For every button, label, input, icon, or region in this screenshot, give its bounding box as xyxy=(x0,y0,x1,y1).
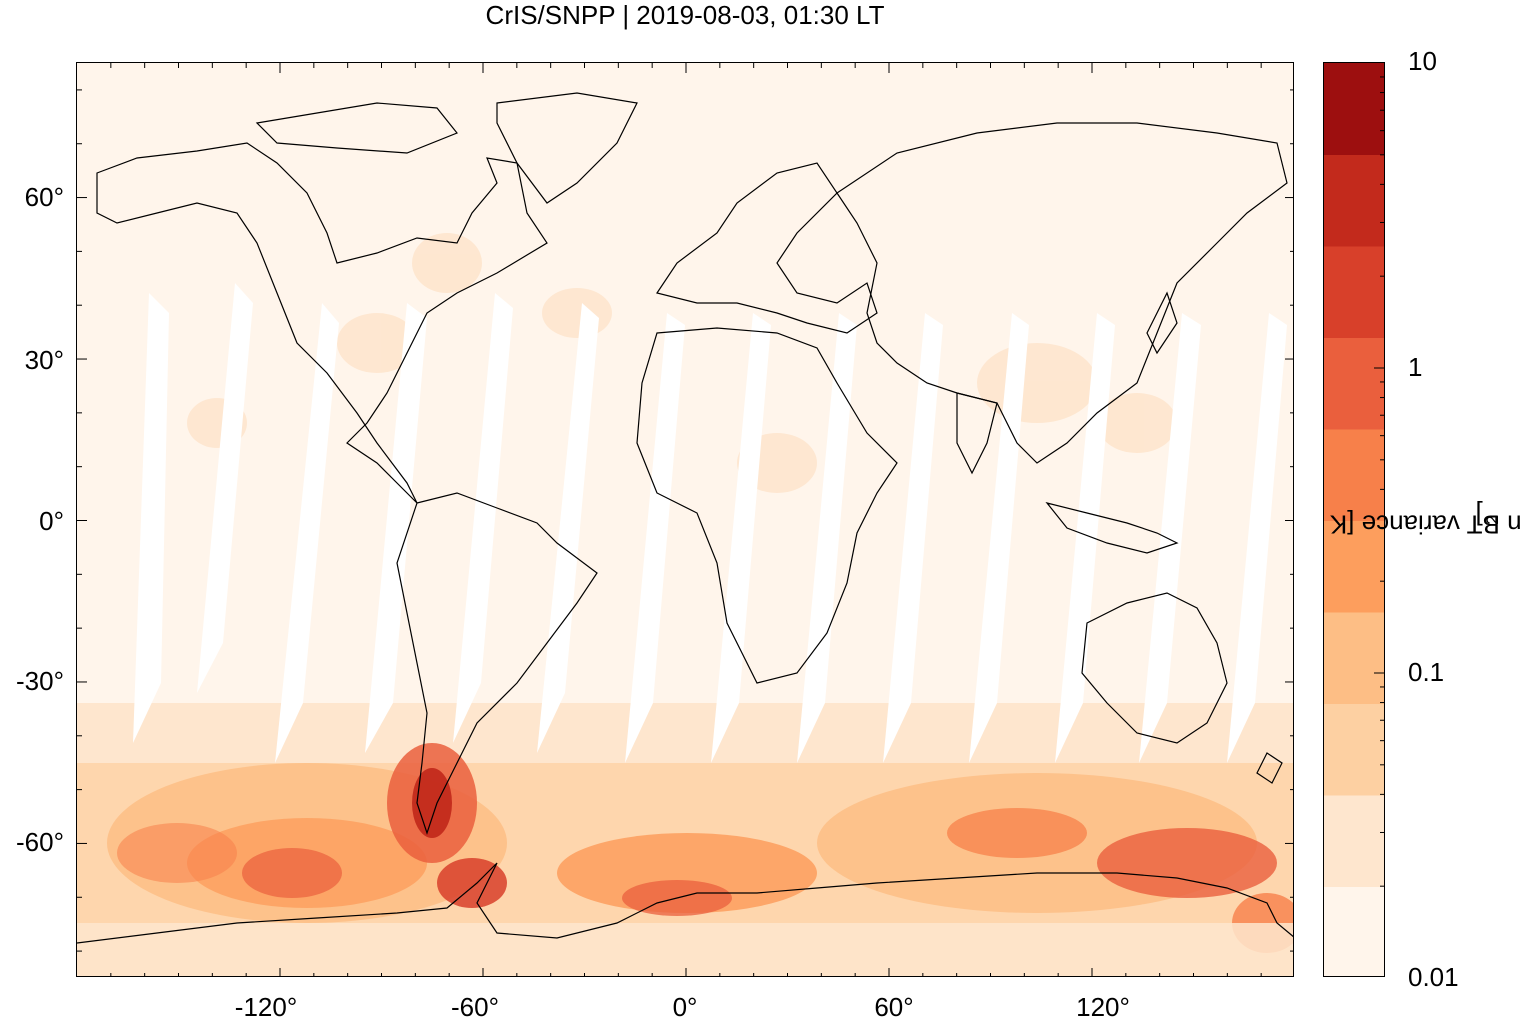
coast-south-america xyxy=(396,492,598,835)
colorbar-label-1: 1 xyxy=(1408,352,1423,382)
lon-tick-label-minus120: -120° xyxy=(234,992,298,1022)
colorbar-band xyxy=(1324,703,1384,796)
variance-map xyxy=(77,63,1293,976)
coast-arctic-islands xyxy=(255,102,458,154)
colorbar-band xyxy=(1324,612,1384,704)
coastlines xyxy=(77,92,1293,944)
coast-europe xyxy=(656,162,878,334)
coast-north-america xyxy=(96,142,548,504)
orbit-gaps xyxy=(133,283,1287,763)
lat-tick-label-minus30: -30° xyxy=(16,666,64,696)
variance-field xyxy=(77,703,1293,976)
map-panel xyxy=(76,62,1294,977)
lat-tick-label-0: 0° xyxy=(39,506,64,536)
plot-title: CrIS/SNPP | 2019-08-03, 01:30 LT xyxy=(485,0,885,30)
colorbar-band xyxy=(1324,886,1384,976)
colorbar-band xyxy=(1324,246,1384,338)
lat-tick-label-30: 30° xyxy=(24,345,64,375)
colorbar-title-text: 4.3 micron BT variance [K xyxy=(1329,509,1522,540)
coast-new-zealand xyxy=(1256,752,1283,784)
coast-india xyxy=(956,392,998,475)
coast-greenland xyxy=(496,92,638,204)
coast-australia xyxy=(1081,592,1228,744)
colorbar-label-10: 10 xyxy=(1408,46,1437,76)
coast-japan xyxy=(1146,291,1178,355)
colorbar-band xyxy=(1324,520,1384,613)
lat-tick-label-60: 60° xyxy=(24,182,64,212)
colorbar-band xyxy=(1324,63,1384,155)
coast-indonesia xyxy=(1045,501,1179,554)
coast-asia xyxy=(836,122,1288,464)
lat-tick-label-minus60: -60° xyxy=(16,827,64,857)
colorbar-band xyxy=(1324,337,1384,430)
lon-tick-label-60: 60° xyxy=(874,992,914,1022)
lon-tick-label-minus60: -60° xyxy=(451,992,499,1022)
colorbar-band xyxy=(1324,795,1384,887)
colorbar-label-0.01: 0.01 xyxy=(1408,962,1459,992)
lon-tick-label-120: 120° xyxy=(1076,992,1130,1022)
coast-antarctica xyxy=(77,862,1293,944)
colorbar-title-suffix: ] xyxy=(1475,500,1483,531)
colorbar-band xyxy=(1324,429,1384,521)
colorbar-label-0.1: 0.1 xyxy=(1408,657,1445,687)
coast-africa xyxy=(636,327,898,684)
colorbar xyxy=(1323,62,1385,977)
colorbar-band xyxy=(1324,154,1384,247)
lon-tick-label-0: 0° xyxy=(672,992,698,1022)
